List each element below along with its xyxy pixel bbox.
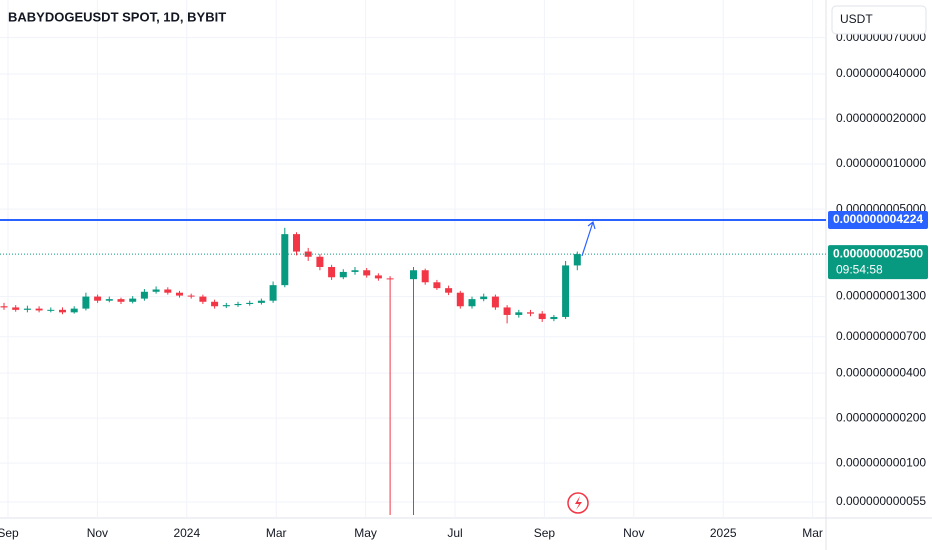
x-tick-label: May <box>354 526 377 540</box>
candle-body <box>433 282 441 289</box>
alert-icon-bolt <box>575 496 582 510</box>
y-tick-label: 0.000000001300 <box>836 289 926 303</box>
candle-body <box>12 307 20 310</box>
candle-body <box>573 254 581 266</box>
candle-body <box>129 298 137 302</box>
x-tick-label: 2024 <box>173 526 200 540</box>
candle-body <box>152 289 160 292</box>
candle-body <box>538 313 546 320</box>
candle-body <box>222 305 230 307</box>
candle-body <box>374 275 382 279</box>
candle-body <box>491 296 499 308</box>
candle-body <box>246 302 254 304</box>
y-tick-label: 0.000000000100 <box>836 455 926 469</box>
candle-body <box>421 270 429 283</box>
candle-body <box>480 296 488 300</box>
candle-body <box>351 270 359 272</box>
candle-body <box>456 292 464 307</box>
candle-body <box>468 299 476 307</box>
y-tick-label: 0.000000000400 <box>836 365 926 379</box>
price-label: 0.000000002500 <box>833 246 923 260</box>
candle-body <box>527 312 534 314</box>
x-tick-label: Jul <box>447 526 462 540</box>
candle-body <box>0 306 8 308</box>
level-label-bg <box>828 211 928 230</box>
x-tick-label: Sep <box>534 526 556 540</box>
candle-body <box>187 295 195 297</box>
x-tick-label: 2025 <box>710 526 737 540</box>
candle-body <box>562 265 570 317</box>
x-tick-label: Nov <box>87 526 108 540</box>
candle-body <box>70 308 78 313</box>
y-tick-label: 0.000000020000 <box>836 111 926 125</box>
candle-body <box>35 308 43 311</box>
candle-body <box>94 296 102 301</box>
x-tick-label: Mar <box>266 526 287 540</box>
y-tick-label: 0.000000000200 <box>836 410 926 424</box>
x-tick-label: Mar <box>802 526 823 540</box>
candle-body <box>316 256 324 267</box>
candle-body <box>176 292 183 296</box>
candle-body <box>234 303 242 306</box>
candle-body <box>140 291 148 299</box>
y-tick-label: 0.000000040000 <box>836 66 926 80</box>
candle-body <box>269 285 277 301</box>
candles <box>0 227 581 516</box>
candle-body <box>105 299 113 301</box>
currency-button[interactable] <box>831 5 927 35</box>
level-label: 0.000000004224 <box>833 212 923 226</box>
overlays: 0.000000004224 0.000000002500 09:54:58 <box>0 211 928 280</box>
candle-body <box>363 270 371 276</box>
candle-body <box>445 288 453 293</box>
price-label-bg <box>828 245 928 280</box>
grid: 0.0000000700000.0000000400000.0000000200… <box>0 0 926 540</box>
candle-body <box>550 316 558 320</box>
candle-body <box>82 296 90 309</box>
chart-title: BABYDOGEUSDT SPOT, 1D, BYBIT <box>8 9 226 24</box>
candle-body <box>281 234 289 286</box>
candle-body <box>410 270 417 280</box>
candle-body <box>47 309 55 311</box>
candle-body <box>59 309 66 313</box>
arrow-drawing <box>581 220 596 257</box>
candle-body <box>257 300 265 303</box>
x-tick-label: Nov <box>623 526 644 540</box>
candle-body <box>164 289 172 293</box>
candle-body <box>503 307 511 315</box>
candle-body <box>339 271 347 278</box>
candle-body <box>211 301 219 307</box>
y-tick-label: 0.000000010000 <box>836 156 926 170</box>
candle-body <box>199 296 207 302</box>
candle-body <box>328 266 336 278</box>
currency-label[interactable]: USDT <box>840 12 873 26</box>
candle-body <box>515 312 523 315</box>
candle-body <box>304 251 312 257</box>
candle-body <box>117 299 125 302</box>
candle-body <box>293 234 300 252</box>
countdown: 09:54:58 <box>836 262 883 276</box>
y-tick-label: 0.000000000700 <box>836 329 926 343</box>
candle-body <box>23 308 31 310</box>
y-tick-label: 0.000000000055 <box>836 494 926 508</box>
candle-body <box>386 278 394 280</box>
x-tick-label: Sep <box>0 526 19 540</box>
